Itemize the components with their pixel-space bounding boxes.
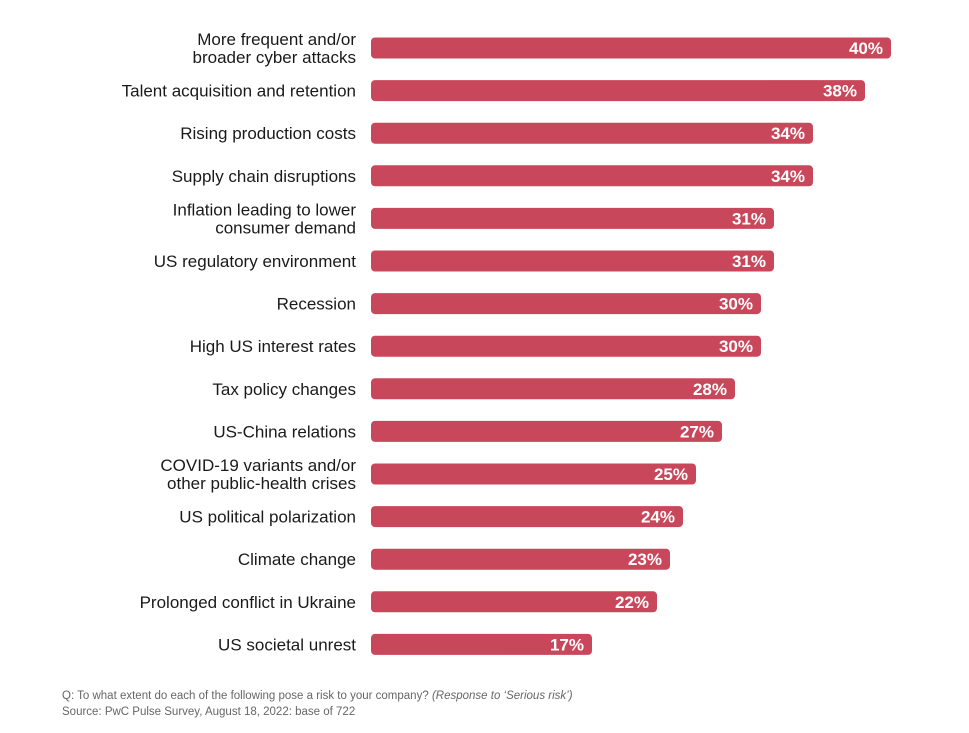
category-label: US political polarization xyxy=(179,508,356,527)
value-label: 38% xyxy=(823,82,857,101)
value-label: 31% xyxy=(732,252,766,271)
value-label: 27% xyxy=(680,422,714,441)
value-label: 30% xyxy=(719,295,753,314)
value-label: 34% xyxy=(771,124,805,143)
category-label: Tax policy changes xyxy=(212,380,356,399)
value-label: 31% xyxy=(732,209,766,228)
bar xyxy=(371,633,592,655)
question-text: Q: To what extent do each of the followi… xyxy=(62,690,429,702)
category-label: Inflation leading to lower consumer deman… xyxy=(173,200,357,237)
value-label: 34% xyxy=(771,167,805,186)
value-label: 28% xyxy=(693,380,727,399)
bar xyxy=(371,122,813,144)
survey-question: Q: To what extent do each of the followi… xyxy=(62,690,573,702)
bar xyxy=(371,37,891,59)
bar xyxy=(371,420,722,442)
category-label: COVID-19 variants and/or other public-hea… xyxy=(160,456,356,493)
bar-chart: 40% More frequent and/or broader cyber att… xyxy=(122,30,891,655)
value-label: 40% xyxy=(849,39,883,58)
bar xyxy=(371,293,761,315)
category-label: Prolonged conflict in Ukraine xyxy=(140,593,356,612)
category-label: Rising production costs xyxy=(180,124,356,143)
source-note: Source: PwC Pulse Survey, August 18, 202… xyxy=(62,706,356,718)
bar xyxy=(371,591,657,613)
question-note: (Response to ‘Serious risk’) xyxy=(431,690,573,702)
bar xyxy=(371,548,670,570)
category-label: US-China relations xyxy=(213,422,356,441)
category-label: Talent acquisition and retention xyxy=(122,82,356,101)
bar xyxy=(371,463,696,485)
value-label: 17% xyxy=(550,635,584,654)
value-label: 24% xyxy=(641,508,675,527)
category-label: US societal unrest xyxy=(218,635,356,654)
bar xyxy=(371,80,865,102)
category-label: Supply chain disruptions xyxy=(172,167,356,186)
bar xyxy=(371,378,735,400)
value-label: 30% xyxy=(719,337,753,356)
category-label: Recession xyxy=(277,295,356,314)
value-label: 23% xyxy=(628,550,662,569)
bar xyxy=(371,250,774,272)
category-label: More frequent and/or broader cyber attack… xyxy=(193,30,357,67)
value-label: 25% xyxy=(654,465,688,484)
category-label: High US interest rates xyxy=(190,337,356,356)
value-label: 22% xyxy=(615,593,649,612)
bar xyxy=(371,165,813,187)
bar xyxy=(371,506,683,528)
bar xyxy=(371,207,774,229)
category-label: Climate change xyxy=(238,550,356,569)
category-label: US regulatory environment xyxy=(154,252,356,271)
bar xyxy=(371,335,761,357)
